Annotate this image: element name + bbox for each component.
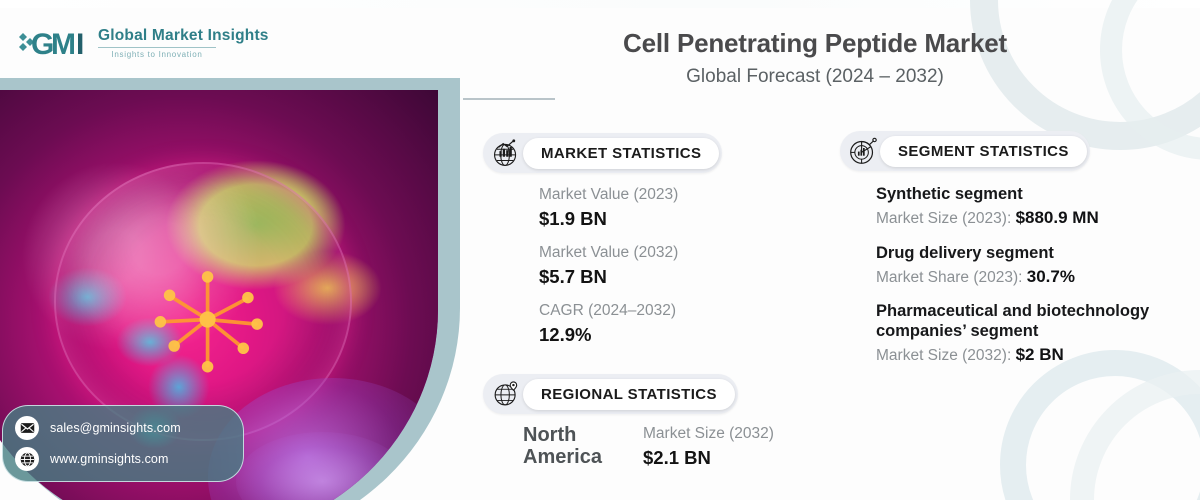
segment-statistics-header: SEGMENT STATISTICS — [840, 131, 1200, 171]
envelope-icon — [15, 416, 39, 440]
globe-bar-chart-icon — [489, 136, 523, 170]
gmi-logo-icon: G M I — [19, 28, 84, 61]
market-statistics-header: MARKET STATISTICS — [483, 133, 723, 173]
header-underline — [463, 97, 555, 100]
svg-text:I: I — [76, 28, 84, 61]
globe-icon — [15, 447, 39, 471]
segment-metric: Market Share (2023): 30.7% — [876, 266, 1200, 289]
page-title: Cell Penetrating Peptide Market — [623, 28, 1007, 58]
segment-group: Pharmaceutical and biotechnology compani… — [876, 302, 1200, 367]
segment-metric: Market Size (2032): $2 BN — [876, 344, 1200, 367]
segment-metric-label: Market Size (2032): — [876, 347, 1016, 365]
svg-text:M: M — [51, 28, 76, 61]
globe-pin-icon — [489, 377, 523, 411]
regional-metric-label: Market Size (2032) — [643, 425, 774, 442]
regional-region-name: North America — [523, 424, 602, 469]
brand-rule — [98, 47, 216, 49]
brand-logo-text: Global Market Insights Insights to Innov… — [98, 27, 269, 59]
segment-metric-value: $880.9 MN — [1015, 207, 1099, 227]
market-stat-label: CAGR (2024–2032) — [539, 301, 676, 319]
market-stat-label: Market Value (2023) — [539, 186, 679, 203]
segment-group: Drug delivery segment Market Share (2023… — [876, 244, 1200, 289]
segment-title: Synthetic segment — [876, 185, 1023, 203]
market-stat-label: Market Value (2032) — [539, 243, 679, 261]
regional-metric: Market Size (2032) $2.1 BN — [643, 424, 774, 470]
hero-bubble-sphere — [54, 162, 352, 441]
contact-email-row[interactable]: sales@gminsights.com — [15, 416, 231, 440]
segment-statistics-label: SEGMENT STATISTICS — [880, 135, 1087, 167]
segment-group: Synthetic segment Market Size (2023): $8… — [876, 185, 1200, 230]
segment-metric-label: Market Share (2023): — [876, 268, 1027, 286]
hero-image-area: sales@gminsights.com www.gminsights.com — [0, 78, 470, 500]
contact-website-row[interactable]: www.gminsights.com — [15, 447, 231, 471]
pie-chart-icon — [846, 134, 880, 168]
contact-panel: sales@gminsights.com www.gminsights.com — [2, 405, 244, 482]
regional-metric-value: $2.1 BN — [643, 447, 711, 469]
segment-metric-value: $2 BN — [1015, 345, 1064, 365]
svg-text:G: G — [31, 28, 54, 61]
market-statistics-panel: MARKET STATISTICS Market Value (2023) $1… — [483, 133, 723, 359]
regional-statistics-label: REGIONAL STATISTICS — [523, 378, 735, 410]
market-stat-value: $5.7 BN — [539, 265, 607, 287]
contact-email-text: sales@gminsights.com — [50, 421, 181, 435]
contact-website-text: www.gminsights.com — [50, 452, 169, 466]
segment-title: Drug delivery segment — [876, 243, 1054, 262]
market-statistics-rows: Market Value (2023) $1.9 BN Market Value… — [539, 185, 722, 347]
segment-title: Pharmaceutical and biotechnology compani… — [876, 302, 1150, 341]
market-stat-row: CAGR (2024–2032) 12.9% — [539, 301, 722, 347]
regional-statistics-panel: REGIONAL STATISTICS North America Market… — [483, 374, 774, 470]
segment-statistics-panel: SEGMENT STATISTICS Synthetic segment Mar… — [840, 131, 1200, 381]
market-stat-value: $1.9 BN — [539, 207, 607, 229]
decor-ring-bottom-right-inner — [1070, 370, 1200, 500]
segment-metric-value: 30.7% — [1026, 266, 1075, 286]
market-stat-value: 12.9% — [539, 323, 592, 345]
segment-statistics-rows: Synthetic segment Market Size (2023): $8… — [876, 185, 1200, 367]
brand-name: Global Market Insights — [98, 26, 269, 44]
market-stat-row: Market Value (2023) $1.9 BN — [539, 185, 722, 231]
market-statistics-label: MARKET STATISTICS — [523, 137, 720, 169]
market-stat-row: Market Value (2032) $5.7 BN — [539, 243, 722, 289]
regional-statistics-header: REGIONAL STATISTICS — [483, 374, 774, 414]
page-subtitle: Global Forecast (2024 – 2032) — [686, 66, 944, 88]
regional-statistics-rows: North America Market Size (2032) $2.1 BN — [523, 424, 774, 470]
segment-metric-label: Market Size (2023): — [876, 209, 1016, 227]
hero-crystal-structure — [154, 271, 263, 373]
brand-tagline: Insights to Innovation — [111, 50, 203, 60]
header-block: Cell Penetrating Peptide Market Global F… — [455, 28, 1175, 100]
segment-metric: Market Size (2023): $880.9 MN — [876, 207, 1200, 230]
brand-logo[interactable]: G M I Global Market Insights Insights to… — [16, 24, 269, 62]
top-band — [0, 0, 1200, 8]
